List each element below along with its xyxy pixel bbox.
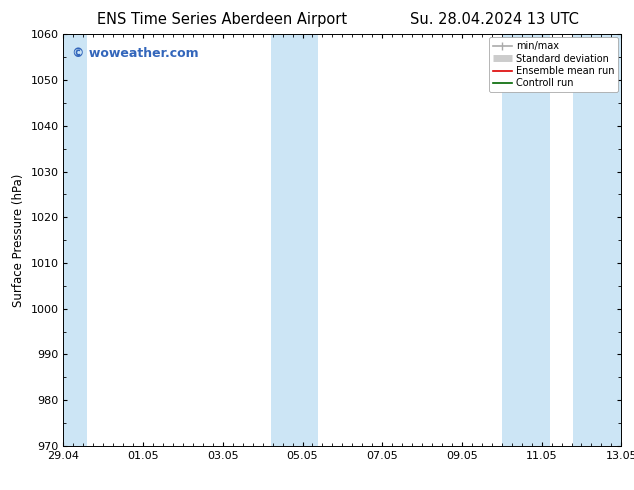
Legend: min/max, Standard deviation, Ensemble mean run, Controll run: min/max, Standard deviation, Ensemble me… [489,37,618,92]
Text: Su. 28.04.2024 13 UTC: Su. 28.04.2024 13 UTC [410,12,579,27]
Y-axis label: Surface Pressure (hPa): Surface Pressure (hPa) [12,173,25,307]
Bar [271,34,318,446]
Bar [60,34,87,446]
Bar [501,34,550,446]
Bar [574,34,625,446]
Text: © woweather.com: © woweather.com [72,47,198,60]
Text: ENS Time Series Aberdeen Airport: ENS Time Series Aberdeen Airport [97,12,347,27]
